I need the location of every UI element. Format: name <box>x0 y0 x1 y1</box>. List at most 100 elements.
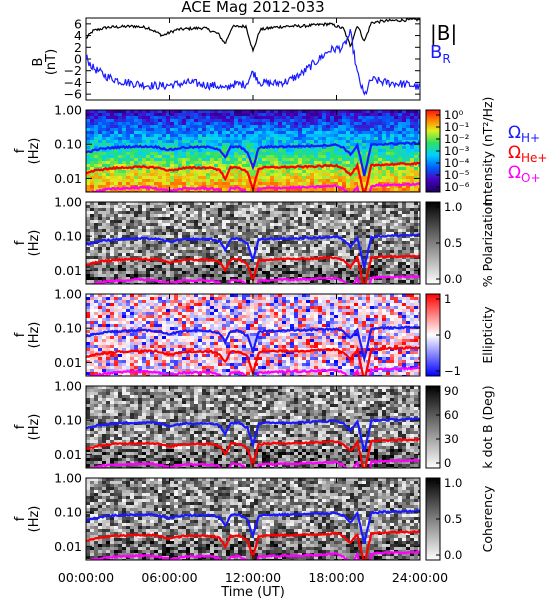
freq-axis-label-unit: (Hz) <box>27 138 42 165</box>
y-tick-label: 0.01 <box>54 171 82 186</box>
plot-frame-b <box>85 17 421 101</box>
b-total-line <box>86 18 420 53</box>
spectrogram-image <box>86 110 420 192</box>
legend-omega-h: ΩH+ <box>508 123 540 145</box>
y-tick-label: −4 <box>64 75 82 90</box>
x-tick-label: 12:00:00 <box>225 570 281 585</box>
colorbar-tick-label: 10⁰ <box>444 108 464 122</box>
freq-axis-label-unit: (Hz) <box>27 414 42 441</box>
y-tick-label: 0.10 <box>54 229 82 244</box>
colorbar-tick-label: 10⁻² <box>444 132 469 146</box>
spectrogram-image <box>86 294 420 376</box>
y-tick-label: 0.01 <box>54 355 82 370</box>
gyrofrequency-line <box>86 417 420 452</box>
y-tick-label: 0.10 <box>54 321 82 336</box>
colorbar-tick-label: 1 <box>444 292 451 306</box>
gyrofrequency-line <box>86 182 420 192</box>
colorbar-tick-label: −1 <box>444 364 461 378</box>
x-tick-label: 00:00:00 <box>58 570 114 585</box>
freq-axis-label: f <box>13 516 28 521</box>
y-tick-label: 1.00 <box>54 379 82 394</box>
colorbar-tick-label: 60 <box>444 408 459 422</box>
y-tick-label: 0.01 <box>54 263 82 278</box>
colorbar-label: k dot B (Deg) <box>480 385 495 468</box>
colorbar-tick-label: 10⁻³ <box>444 144 470 158</box>
legend-b-radial: BR <box>430 42 451 66</box>
y-tick-label: −6 <box>64 87 82 102</box>
colorbar-tick-label: 0 <box>444 456 451 470</box>
freq-axis-label-unit: (Hz) <box>27 322 42 349</box>
omega-symbol: Ω <box>508 163 521 183</box>
y-tick-label: 6 <box>74 16 82 31</box>
y-tick-label: −2 <box>64 63 82 78</box>
x-tick-label: 18:00:00 <box>308 570 364 585</box>
gyrofrequency-line <box>86 325 420 363</box>
legend-b-total: |B| <box>430 21 457 45</box>
y-tick-label: 0 <box>74 52 82 67</box>
x-axis-label: Time (UT) <box>220 585 285 600</box>
y-tick-label: 4 <box>74 28 82 43</box>
y-tick-label: 1.00 <box>54 195 82 210</box>
y-tick-label: 1.00 <box>54 287 82 302</box>
spectrogram-panel: 1.00 0.10 0.01 f (Hz) 90 60 30 0 k dot B (Deg) <box>13 379 495 471</box>
legend-b-radial-sub: R <box>442 52 450 66</box>
colorbar-tick-label: 90 <box>444 384 459 398</box>
y-tick-label: 1.00 <box>54 471 82 486</box>
spectrogram-panel: 1.00 0.10 0.01 f (Hz) 1 0 −1 Ellipticity <box>13 287 495 379</box>
y-tick-label: 0.10 <box>54 505 82 520</box>
y-tick-label: 0.01 <box>54 447 82 462</box>
x-tick-labels: 00:00:00 06:00:00 12:00:00 18:00:00 24:0… <box>58 18 448 585</box>
y-tick-label: 0.10 <box>54 413 82 428</box>
gyrofrequency-line <box>86 141 420 177</box>
colorbar-tick-label: 0.0 <box>444 272 462 286</box>
gyrofrequency-line <box>86 458 420 468</box>
freq-axis-label: f <box>13 424 28 429</box>
freq-axis-label: f <box>13 332 28 337</box>
gyrofrequency-line <box>86 366 420 376</box>
colorbar-label: Ellipticity <box>480 306 495 364</box>
omega-sub: H+ <box>521 131 540 145</box>
gyrofrequency-line <box>86 274 420 284</box>
colorbar-tick-label: 0.5 <box>444 236 462 250</box>
gyrofrequency-line <box>86 550 420 560</box>
b-axis-label-b: B <box>31 58 46 67</box>
legend-b-radial-main: B <box>430 42 442 63</box>
y-tick-label: 0.10 <box>54 137 82 152</box>
colorbar-tick-label: 30 <box>444 432 459 446</box>
colorbar-label: Coherency <box>480 485 495 552</box>
b-axis-label-unit: (nT) <box>44 49 59 75</box>
omega-sub: O+ <box>521 171 541 185</box>
spectrogram-image <box>86 478 420 560</box>
colorbar-tick-label: 0.5 <box>444 512 462 526</box>
colorbar-tick-label: 1.0 <box>444 476 462 490</box>
freq-axis-label-unit: (Hz) <box>27 506 42 533</box>
x-tick-label: 06:00:00 <box>141 570 197 585</box>
spectrogram-panel: 1.00 0.10 0.01 f (Hz) 10⁰10⁻¹10⁻²10⁻³10⁻⁴10⁻⁵… <box>13 97 495 206</box>
colorbar <box>425 385 441 469</box>
colorbar-tick-label: 1.0 <box>444 200 462 214</box>
freq-axis-label: f <box>13 148 28 153</box>
omega-legend: ΩH+ ΩHe+ ΩO+ <box>508 123 547 185</box>
spectrogram-panels: 1.000.100.01f (Hz)10⁰10⁻¹10⁻²10⁻³10⁻⁴10⁻⁵… <box>13 97 495 562</box>
freq-axis-label: f <box>13 240 28 245</box>
colorbar-tick-label: 10⁻⁴ <box>444 156 470 170</box>
x-tick-label: 24:00:00 <box>392 570 448 585</box>
omega-symbol: Ω <box>508 123 521 143</box>
colorbar-label: % Polarization <box>480 199 495 288</box>
colorbar-label: Intensity (nT²/Hz) <box>480 97 495 206</box>
legend-omega-o: ΩO+ <box>508 163 541 185</box>
colorbar-tick-label: 10⁻¹ <box>444 120 469 134</box>
colorbar-tick-label: 0 <box>444 328 451 342</box>
spectrogram-panel: 1.00 0.10 0.01 f (Hz) 1.0 0.5 0.0 % Polarization <box>13 195 495 288</box>
y-tick-label: 2 <box>74 40 82 55</box>
gyrofrequency-line <box>86 509 420 544</box>
colorbar-tick-label: 0.0 <box>444 548 462 562</box>
freq-axis-label-unit: (Hz) <box>27 230 42 257</box>
figure-title: ACE Mag 2012-033 <box>181 0 324 16</box>
b-axis-label: B <box>31 58 46 67</box>
b-radial-line <box>86 29 420 96</box>
omega-sub: He+ <box>521 151 547 165</box>
